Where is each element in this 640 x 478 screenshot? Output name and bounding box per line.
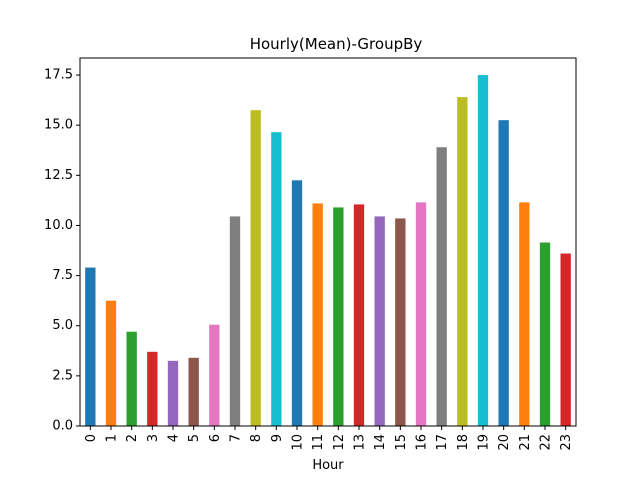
x-axis: 0 1 2 3 4 5 6 7 8 9 10 11 12 13 14 15 16 17 18 19 20 21 22 23	[84, 426, 574, 451]
bar-hour-16	[415, 202, 427, 426]
bar-hour-9	[271, 132, 282, 426]
y-tick-label: 7.5	[52, 268, 73, 283]
x-tick-label: 21	[518, 434, 533, 451]
x-tick-label: 1	[105, 434, 120, 442]
x-tick-label: 2	[125, 434, 140, 442]
bar-hour-4	[167, 360, 179, 426]
x-tick-label: 8	[249, 434, 264, 442]
y-tick-label: 0.0	[52, 419, 73, 434]
x-tick-label: 3	[146, 434, 161, 442]
bar-hour-0	[85, 267, 96, 426]
x-tick-label: 10	[291, 434, 306, 451]
x-tick-label: 19	[477, 434, 492, 451]
x-tick-label: 17	[435, 434, 450, 451]
x-tick-label: 13	[353, 434, 368, 451]
bar-hour-17	[436, 147, 447, 427]
y-tick-label: 17.5	[44, 68, 73, 83]
x-tick-label: 0	[84, 434, 99, 442]
bar-hour-5	[188, 357, 199, 426]
bar-hour-8	[250, 110, 261, 426]
bar-hour-11	[312, 203, 323, 426]
x-axis-label: Hour	[312, 458, 344, 473]
bar-hour-20	[498, 120, 509, 427]
bar-hour-19	[477, 75, 489, 427]
plot-frame	[79, 57, 577, 427]
bar-hour-22	[539, 242, 551, 426]
x-tick-label: 12	[332, 434, 347, 451]
y-tick-label: 15.0	[44, 118, 73, 133]
x-tick-label: 5	[187, 434, 202, 442]
bar-hour-23	[560, 253, 571, 426]
x-tick-label: 14	[373, 434, 388, 451]
x-tick-label: 23	[559, 434, 574, 451]
x-tick-label: 4	[167, 434, 182, 442]
x-tick-label: 20	[497, 434, 512, 451]
bar-hour-3	[147, 351, 158, 426]
x-tick-label: 22	[539, 434, 554, 451]
bar-hour-7	[229, 216, 241, 426]
bar-hour-2	[126, 331, 137, 426]
bar-hour-18	[457, 97, 468, 427]
bar-hour-21	[519, 202, 530, 426]
y-tick-label: 2.5	[52, 368, 73, 383]
x-tick-label: 18	[456, 434, 471, 451]
bar-hour-6	[209, 324, 220, 426]
bar-hour-13	[353, 204, 365, 426]
chart-title: Hourly(Mean)-GroupBy	[250, 35, 423, 53]
x-tick-label: 15	[394, 434, 409, 451]
x-tick-label: 11	[311, 434, 326, 451]
bar-hour-14	[374, 216, 385, 426]
y-tick-label: 12.5	[44, 168, 73, 183]
bar-hour-10	[291, 180, 303, 426]
bar-hour-1	[105, 300, 117, 426]
x-tick-label: 16	[415, 434, 430, 451]
x-tick-label: 6	[208, 434, 223, 442]
bars-group	[85, 75, 571, 427]
bar-hour-12	[333, 207, 344, 426]
y-tick-label: 10.0	[44, 218, 73, 233]
y-tick-label: 5.0	[52, 318, 73, 333]
x-tick-label: 7	[229, 434, 244, 442]
bar-hour-15	[395, 218, 406, 426]
y-axis: 0.0 2.5 5.0 7.5 10.0 12.5 15.0 17.5	[44, 68, 80, 434]
x-tick-label: 9	[270, 434, 285, 442]
